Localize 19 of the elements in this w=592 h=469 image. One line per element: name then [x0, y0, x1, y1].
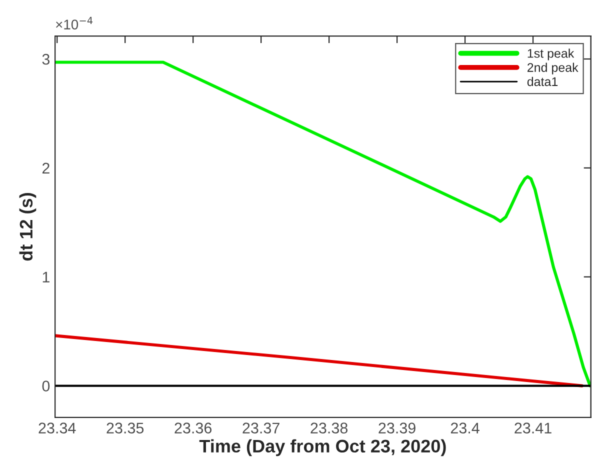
text: ×10$^{−4}$	[56, 16, 93, 30]
x-tick-label: 23.37	[242, 422, 280, 434]
legend-label: 2nd peak	[528, 62, 578, 74]
x-tick-label: 23.34	[38, 422, 76, 434]
y-axis-title: dt 12 (s)	[19, 193, 36, 261]
x-tick-label: 23.4	[450, 422, 480, 434]
x-axis-title: Time (Day from Oct 23, 2020)	[199, 439, 446, 456]
y-tick-label: 0	[42, 380, 50, 392]
legend-label: 1st peak	[528, 48, 574, 60]
y-tick-label: 2	[42, 162, 50, 174]
legend-label: data1	[527, 76, 558, 86]
line-series	[55, 60, 591, 388]
y-tick-label: 3	[42, 54, 50, 65]
x-tick-label: 23.41	[514, 422, 552, 434]
x-tick-label: 23.35	[106, 422, 144, 434]
x-tick-label: 23.38	[310, 422, 348, 434]
x-tick-label: 23.36	[174, 422, 212, 434]
x-tick-label: 23.39	[378, 422, 416, 434]
y-tick-label: 1	[42, 272, 50, 282]
